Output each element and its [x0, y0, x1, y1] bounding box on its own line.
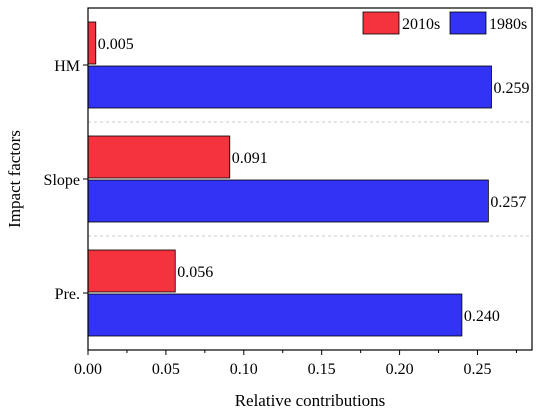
- y-axis-title: Impact factors: [5, 130, 24, 228]
- bars: [87, 21, 492, 337]
- x-tick-label: 0.00: [74, 361, 102, 378]
- bar-2010s-HM: [87, 21, 97, 65]
- bar-1980s-Pre.: [87, 293, 463, 337]
- data-label: 0.240: [464, 308, 500, 325]
- data-label: 0.257: [490, 194, 526, 211]
- bar-2010s-Pre.: [87, 249, 176, 293]
- legend-label: 2010s: [402, 16, 440, 33]
- x-tick-label: 0.15: [308, 361, 336, 378]
- data-label: 0.056: [177, 264, 213, 281]
- x-axis-title: Relative contributions: [235, 391, 386, 410]
- data-label: 0.005: [98, 36, 134, 53]
- data-label: 0.259: [493, 80, 529, 97]
- legend-swatch-1980s: [449, 11, 487, 35]
- x-tick-label: 0.25: [463, 361, 491, 378]
- grid-lines: [88, 121, 532, 237]
- y-tick-label: Slope: [44, 172, 80, 189]
- legend-label: 1980s: [489, 16, 527, 33]
- legend: 2010s 1980s: [362, 11, 527, 35]
- data-labels: 0.005 0.259 0.091 0.257 0.056 0.240: [98, 36, 530, 325]
- data-label: 0.091: [232, 150, 268, 167]
- x-tick-label: 0.20: [386, 361, 414, 378]
- legend-swatch-2010s: [362, 11, 400, 35]
- axis-ticks: HM Slope Pre. 0.00 0.05 0.10 0.15 0.20 0.25: [44, 58, 517, 378]
- y-tick-label: Pre.: [55, 286, 80, 303]
- y-tick-label: HM: [54, 58, 80, 75]
- bar-1980s-HM: [87, 65, 492, 109]
- x-tick-label: 0.10: [230, 361, 258, 378]
- bar-2010s-Slope: [87, 135, 231, 179]
- bar-1980s-Slope: [87, 179, 489, 223]
- x-tick-label: 0.05: [152, 361, 180, 378]
